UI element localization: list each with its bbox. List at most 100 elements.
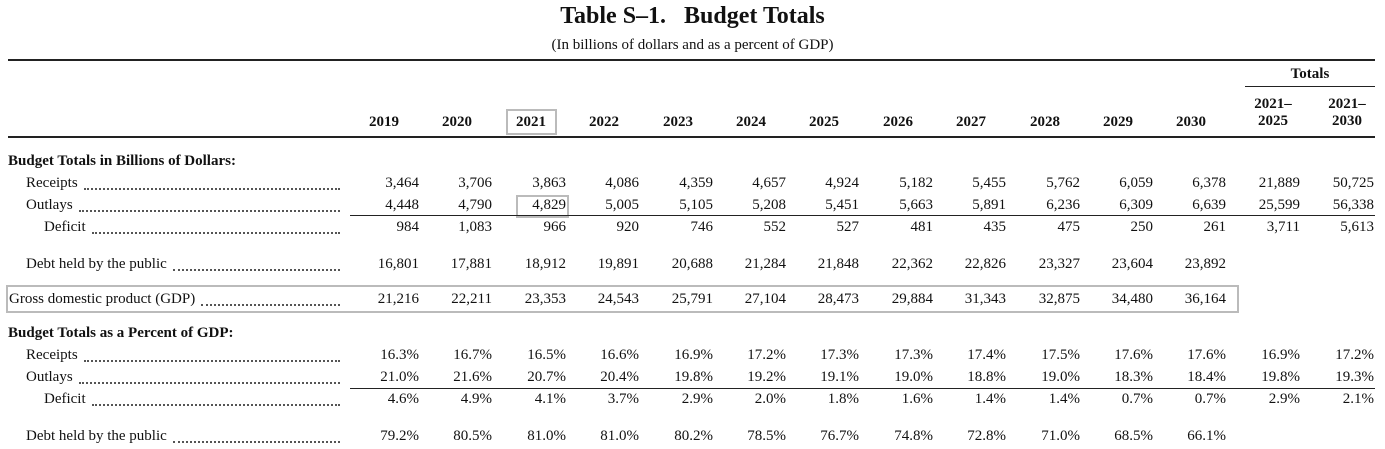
cell-value: 6,059 (1119, 175, 1153, 191)
sum-rule (350, 388, 1375, 389)
dot-leader (78, 382, 340, 384)
cell-value: 6,309 (1119, 197, 1153, 213)
column-header: 2021– (1328, 96, 1366, 112)
column-header: 2021 (516, 114, 546, 130)
cell-value: 22,362 (891, 256, 933, 272)
cell-value: 79.2% (380, 428, 419, 444)
cell-value: 1.6% (901, 391, 933, 407)
cell-value: 2.0% (754, 391, 786, 407)
cell-value: 966 (543, 219, 567, 235)
row-label: Deficit (44, 391, 86, 407)
cell-value: 16.3% (380, 347, 419, 363)
cell-value: 5,762 (1046, 175, 1080, 191)
cell-value: 0.7% (1194, 391, 1226, 407)
dot-leader (201, 304, 340, 306)
highlight-box (516, 195, 569, 218)
cell-value: 17.2% (747, 347, 786, 363)
cell-value: 71.0% (1041, 428, 1080, 444)
cell-value: 0.7% (1121, 391, 1153, 407)
cell-value: 3,711 (1266, 219, 1300, 235)
cell-value: 4,657 (752, 175, 786, 191)
cell-value: 16.9% (1261, 347, 1300, 363)
cell-value: 81.0% (600, 428, 639, 444)
cell-value: 16.6% (600, 347, 639, 363)
cell-value: 68.5% (1114, 428, 1153, 444)
cell-value: 2.9% (681, 391, 713, 407)
cell-value: 23,353 (524, 291, 566, 307)
cell-value: 20,688 (671, 256, 713, 272)
cell-value: 25,599 (1258, 197, 1300, 213)
cell-value: 17.3% (894, 347, 933, 363)
sum-rule (350, 215, 1375, 216)
cell-value: 21,284 (744, 256, 786, 272)
totals-rule (1245, 86, 1375, 87)
cell-value: 17,881 (450, 256, 492, 272)
cell-value: 5,105 (679, 197, 713, 213)
cell-value: 28,473 (817, 291, 859, 307)
cell-value: 4,359 (679, 175, 713, 191)
section-title: Budget Totals as a Percent of GDP: (8, 325, 234, 341)
cell-value: 2.1% (1342, 391, 1374, 407)
column-header: 2025 (809, 114, 839, 130)
row-label: Debt held by the public (26, 428, 167, 444)
cell-value: 17.4% (967, 347, 1006, 363)
cell-value: 25,791 (671, 291, 713, 307)
column-header: 2026 (883, 114, 913, 130)
cell-value: 4,086 (605, 175, 639, 191)
cell-value: 552 (763, 219, 787, 235)
cell-value: 80.2% (674, 428, 713, 444)
cell-value: 435 (983, 219, 1007, 235)
dot-leader (172, 441, 340, 443)
row-label: Debt held by the public (26, 256, 167, 272)
cell-value: 17.6% (1114, 347, 1153, 363)
cell-value: 19,891 (597, 256, 639, 272)
section-title: Budget Totals in Billions of Dollars: (8, 153, 236, 169)
cell-value: 18.4% (1187, 369, 1226, 385)
row-label: Gross domestic product (GDP) (9, 291, 196, 307)
cell-value: 16.5% (527, 347, 566, 363)
cell-value: 4.9% (460, 391, 492, 407)
column-header: 2029 (1103, 114, 1133, 130)
cell-value: 2.9% (1268, 391, 1300, 407)
cell-value: 5,182 (899, 175, 933, 191)
cell-value: 250 (1130, 219, 1154, 235)
column-header: 2030 (1176, 114, 1206, 130)
cell-value: 74.8% (894, 428, 933, 444)
cell-value: 17.3% (820, 347, 859, 363)
header-rule (8, 136, 1375, 138)
table-subtitle: (In billions of dollars and as a percent… (551, 37, 834, 53)
cell-value: 4,790 (458, 197, 492, 213)
column-header: 2025 (1258, 113, 1288, 129)
cell-value: 17.5% (1041, 347, 1080, 363)
column-header: 2028 (1030, 114, 1060, 130)
cell-value: 984 (396, 219, 420, 235)
column-header: 2019 (369, 114, 399, 130)
cell-value: 5,663 (899, 197, 933, 213)
top-rule (8, 59, 1375, 61)
cell-value: 19.0% (1041, 369, 1080, 385)
cell-value: 18,912 (524, 256, 566, 272)
dot-leader (91, 404, 340, 406)
cell-value: 5,613 (1340, 219, 1374, 235)
cell-value: 475 (1057, 219, 1081, 235)
cell-value: 4.6% (387, 391, 419, 407)
cell-value: 19.0% (894, 369, 933, 385)
cell-value: 81.0% (527, 428, 566, 444)
cell-value: 1,083 (458, 219, 492, 235)
cell-value: 23,892 (1184, 256, 1226, 272)
cell-value: 19.3% (1335, 369, 1374, 385)
cell-value: 27,104 (744, 291, 786, 307)
column-header: 2021– (1254, 96, 1292, 112)
dot-leader (78, 210, 340, 212)
cell-value: 6,236 (1046, 197, 1080, 213)
cell-value: 6,378 (1192, 175, 1226, 191)
dot-leader (83, 188, 340, 190)
cell-value: 36,164 (1184, 291, 1226, 307)
cell-value: 22,211 (451, 291, 492, 307)
column-header: 2022 (589, 114, 619, 130)
cell-value: 920 (616, 219, 640, 235)
cell-value: 29,884 (891, 291, 933, 307)
cell-value: 746 (690, 219, 714, 235)
totals-header: Totals (1290, 66, 1330, 82)
